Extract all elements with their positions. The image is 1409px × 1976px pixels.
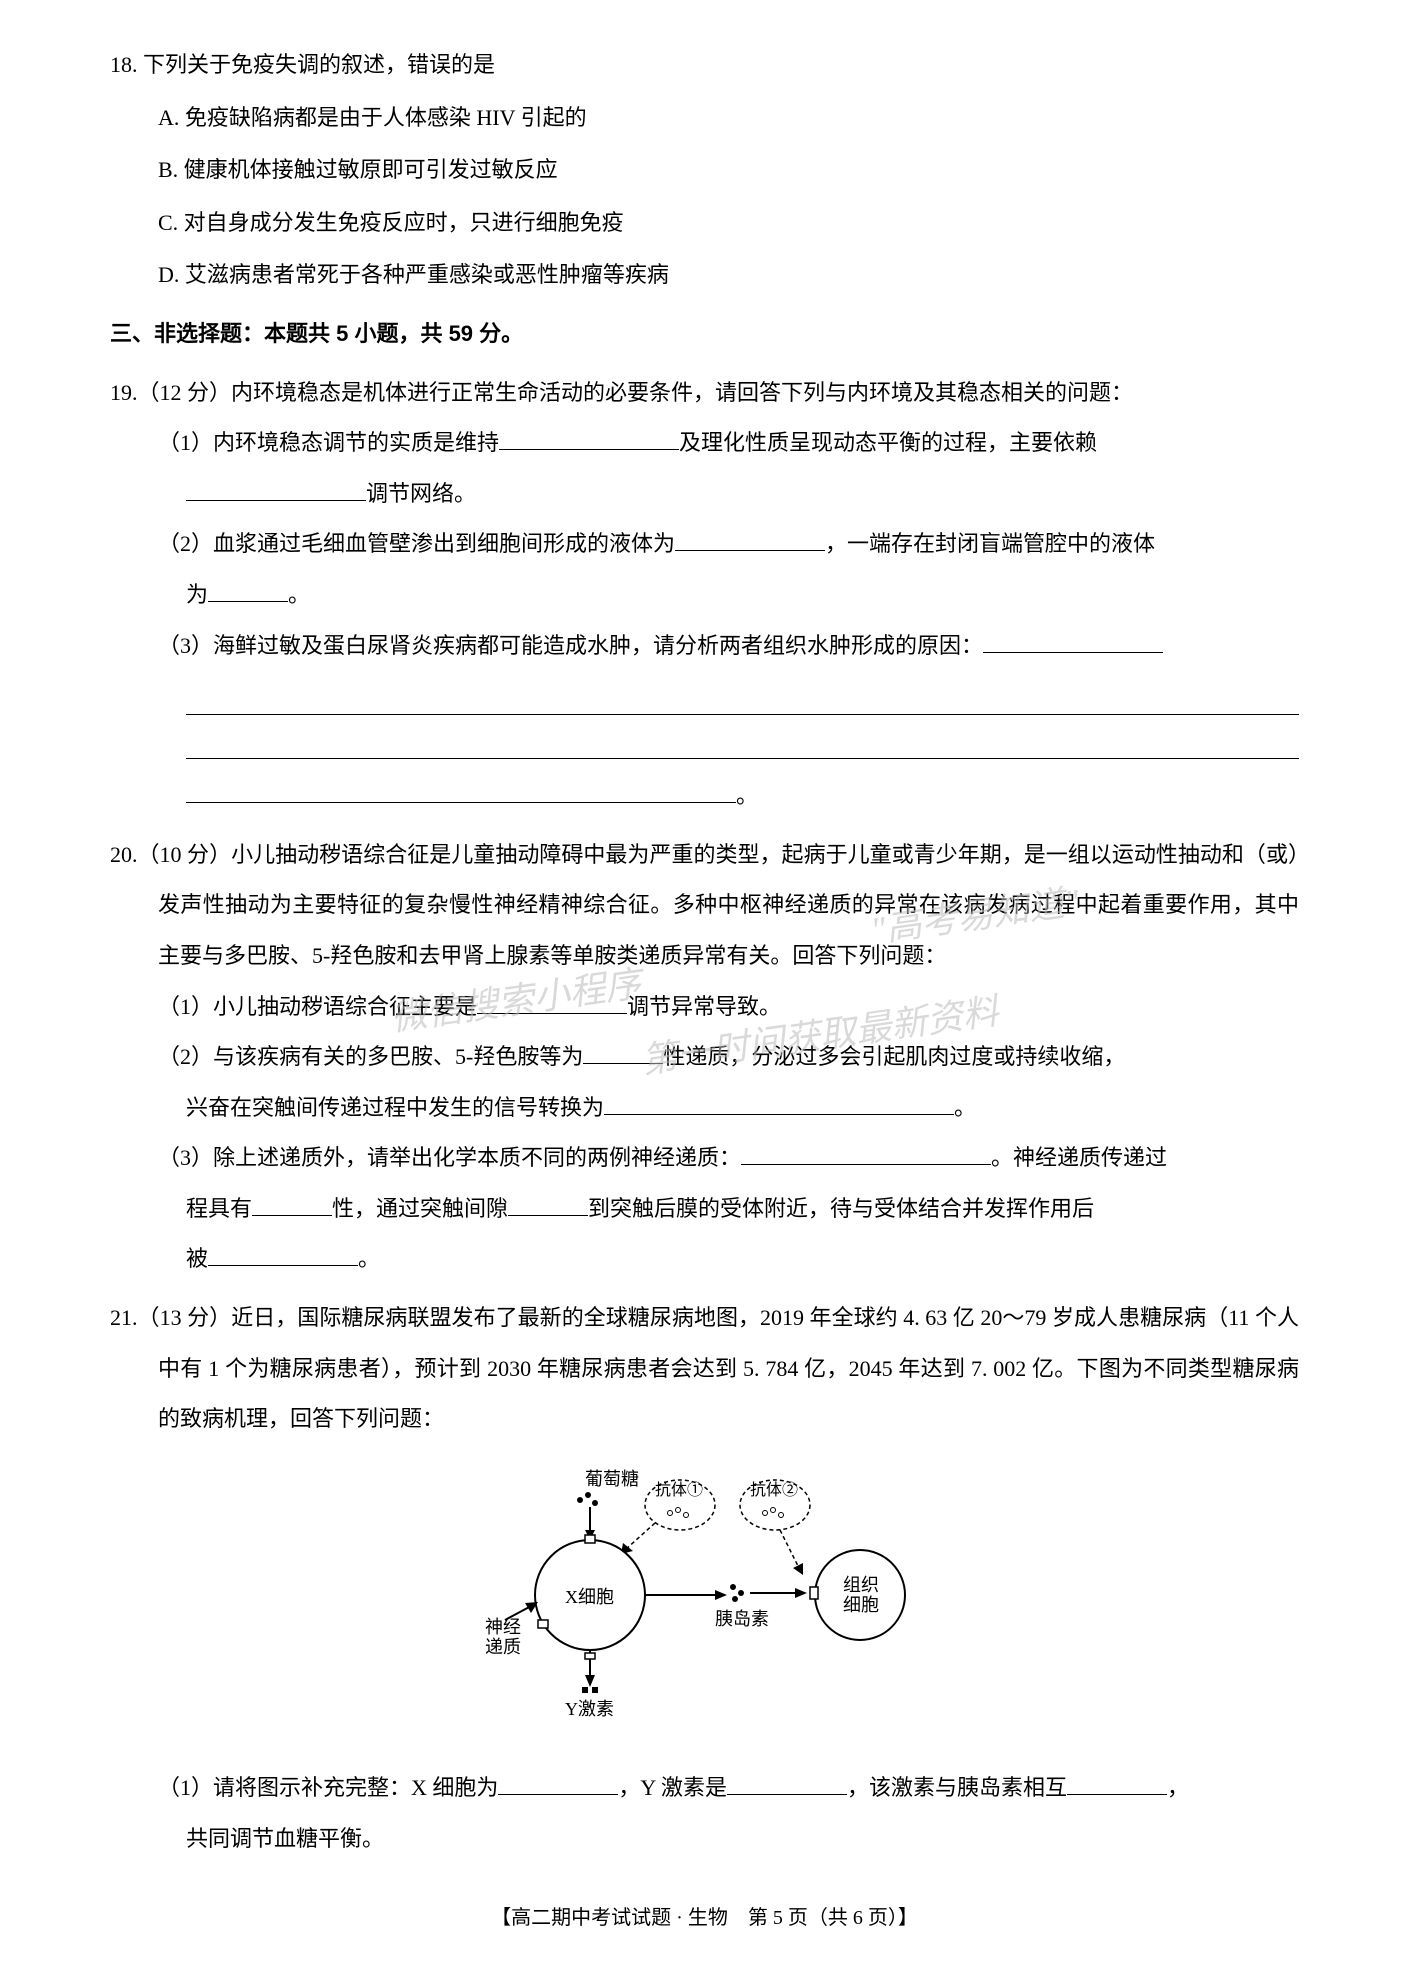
blank bbox=[508, 1192, 588, 1216]
q19-sub1-a: （1）内环境稳态调节的实质是维持 bbox=[158, 430, 499, 455]
q20-sub2-b: 性递质，分泌过多会引起肌肉过度或持续收缩， bbox=[663, 1044, 1125, 1069]
q18-option-a: A. 免疫缺陷病都是由于人体感染 HIV 引起的 bbox=[158, 93, 1299, 144]
q21-points: （13 分） bbox=[138, 1305, 232, 1330]
blank bbox=[741, 1141, 991, 1165]
q20-sub1-b: 调节异常导致。 bbox=[627, 994, 781, 1019]
question-18: 18. 下列关于免疫失调的叙述，错误的是 A. 免疫缺陷病都是由于人体感染 HI… bbox=[110, 40, 1299, 301]
section3-header: 三、非选择题：本题共 5 小题，共 59 分。 bbox=[110, 309, 1299, 360]
q18-option-b: B. 健康机体接触过敏原即可引发过敏反应 bbox=[158, 145, 1299, 196]
q21-sub1-e: 共同调节血糖平衡。 bbox=[186, 1826, 384, 1851]
blank bbox=[583, 1040, 663, 1064]
blank bbox=[498, 1771, 618, 1795]
q19-number: 19. bbox=[110, 380, 138, 405]
blank-line bbox=[186, 683, 1299, 715]
q21-number: 21. bbox=[110, 1305, 138, 1330]
label-neuro2: 递质 bbox=[485, 1637, 521, 1657]
blank bbox=[208, 578, 288, 602]
question-19: 19.（12 分）内环境稳态是机体进行正常生命活动的必要条件，请回答下列与内环境… bbox=[110, 368, 1299, 822]
q21-sub1-c: ，该激素与胰岛素相互 bbox=[847, 1775, 1067, 1800]
blank bbox=[499, 426, 679, 450]
q19-sub2-a: （2）血浆通过毛细血管壁渗出到细胞间形成的液体为 bbox=[158, 531, 675, 556]
blank-line bbox=[186, 727, 1299, 759]
q20-sub3-a: （3）除上述递质外，请举出化学本质不同的两例神经递质： bbox=[158, 1145, 741, 1170]
q18-option-d: D. 艾滋病患者常死于各种严重感染或恶性肿瘤等疾病 bbox=[158, 250, 1299, 301]
q20-sub3-d: 性，通过突触间隙 bbox=[332, 1196, 508, 1221]
q21-stem: 近日，国际糖尿病联盟发布了最新的全球糖尿病地图，2019 年全球约 4. 63 … bbox=[158, 1305, 1299, 1431]
question-20: 20.（10 分）小儿抽动秽语综合征是儿童抽动障碍中最为严重的类型，起病于儿童或… bbox=[110, 830, 1299, 1285]
label-antibody2: 抗体② bbox=[750, 1481, 798, 1499]
label-neuro: 神经 bbox=[485, 1617, 521, 1637]
q20-sub3-c: 程具有 bbox=[186, 1196, 252, 1221]
q19-stem: 内环境稳态是机体进行正常生命活动的必要条件，请回答下列与内环境及其稳态相关的问题… bbox=[231, 380, 1133, 405]
blank-line bbox=[186, 779, 736, 803]
diabetes-diagram-svg: 葡萄糖 抗体① 抗体② X细 bbox=[465, 1465, 945, 1725]
q21-sub1-a: （1）请将图示补充完整：X 细胞为 bbox=[158, 1775, 498, 1800]
blank bbox=[983, 629, 1163, 653]
blank bbox=[252, 1192, 332, 1216]
blank bbox=[604, 1091, 954, 1115]
blank bbox=[208, 1242, 358, 1266]
q20-sub3-e: 到突触后膜的受体附近，待与受体结合并发挥作用后 bbox=[588, 1196, 1094, 1221]
q19-points: （12 分） bbox=[138, 380, 232, 405]
blank bbox=[186, 477, 366, 501]
q21-sub1-d: ， bbox=[1167, 1775, 1189, 1800]
page-footer: 【高二期中考试试题 · 生物 第 5 页（共 6 页）】 bbox=[110, 1895, 1299, 1941]
label-tissue2: 细胞 bbox=[843, 1595, 879, 1615]
q19-sub2-d: 。 bbox=[288, 582, 310, 607]
q20-sub3-f: 被 bbox=[186, 1246, 208, 1271]
q21-sub1-b: ，Y 激素是 bbox=[618, 1775, 727, 1800]
label-xcell: X细胞 bbox=[565, 1587, 614, 1607]
q20-sub1-a: （1）小儿抽动秽语综合征主要是 bbox=[158, 994, 477, 1019]
q19-sub3-a: （3）海鲜过敏及蛋白尿肾炎疾病都可能造成水肿，请分析两者组织水肿形成的原因： bbox=[158, 633, 983, 658]
blank bbox=[1067, 1771, 1167, 1795]
blank bbox=[675, 527, 825, 551]
label-tissue: 组织 bbox=[843, 1575, 879, 1595]
blank bbox=[477, 990, 627, 1014]
q20-stem: 小儿抽动秽语综合征是儿童抽动障碍中最为严重的类型，起病于儿童或青少年期，是一组以… bbox=[158, 842, 1299, 968]
q20-sub3-b: 。神经递质传递过 bbox=[991, 1145, 1167, 1170]
q18-number: 18. bbox=[110, 52, 138, 77]
q19-sub2-b: ，一端存在封闭盲端管腔中的液体 bbox=[825, 531, 1155, 556]
label-yhormone: Y激素 bbox=[565, 1699, 614, 1719]
diagram: 葡萄糖 抗体① 抗体② X细 bbox=[110, 1465, 1299, 1744]
q18-option-c: C. 对自身成分发生免疫反应时，只进行细胞免疫 bbox=[158, 198, 1299, 249]
q20-sub2-c: 兴奋在突触间传递过程中发生的信号转换为 bbox=[186, 1095, 604, 1120]
q20-sub2-d: 。 bbox=[954, 1095, 976, 1120]
q20-number: 20. bbox=[110, 842, 138, 867]
q19-sub1-b: 及理化性质呈现动态平衡的过程，主要依赖 bbox=[679, 430, 1097, 455]
q20-points: （10 分） bbox=[138, 842, 232, 867]
q19-sub2-c: 为 bbox=[186, 582, 208, 607]
q18-stem: 下列关于免疫失调的叙述，错误的是 bbox=[143, 52, 495, 77]
q19-sub3-b: 。 bbox=[736, 783, 758, 808]
label-antibody1: 抗体① bbox=[655, 1481, 703, 1499]
q19-sub1-c: 调节网络。 bbox=[366, 481, 476, 506]
label-glucose: 葡萄糖 bbox=[585, 1469, 639, 1489]
label-insulin: 胰岛素 bbox=[715, 1609, 769, 1629]
blank bbox=[727, 1771, 847, 1795]
question-21: 21.（13 分）近日，国际糖尿病联盟发布了最新的全球糖尿病地图，2019 年全… bbox=[110, 1293, 1299, 1865]
q20-sub3-g: 。 bbox=[358, 1246, 380, 1271]
q20-sub2-a: （2）与该疾病有关的多巴胺、5-羟色胺等为 bbox=[158, 1044, 583, 1069]
